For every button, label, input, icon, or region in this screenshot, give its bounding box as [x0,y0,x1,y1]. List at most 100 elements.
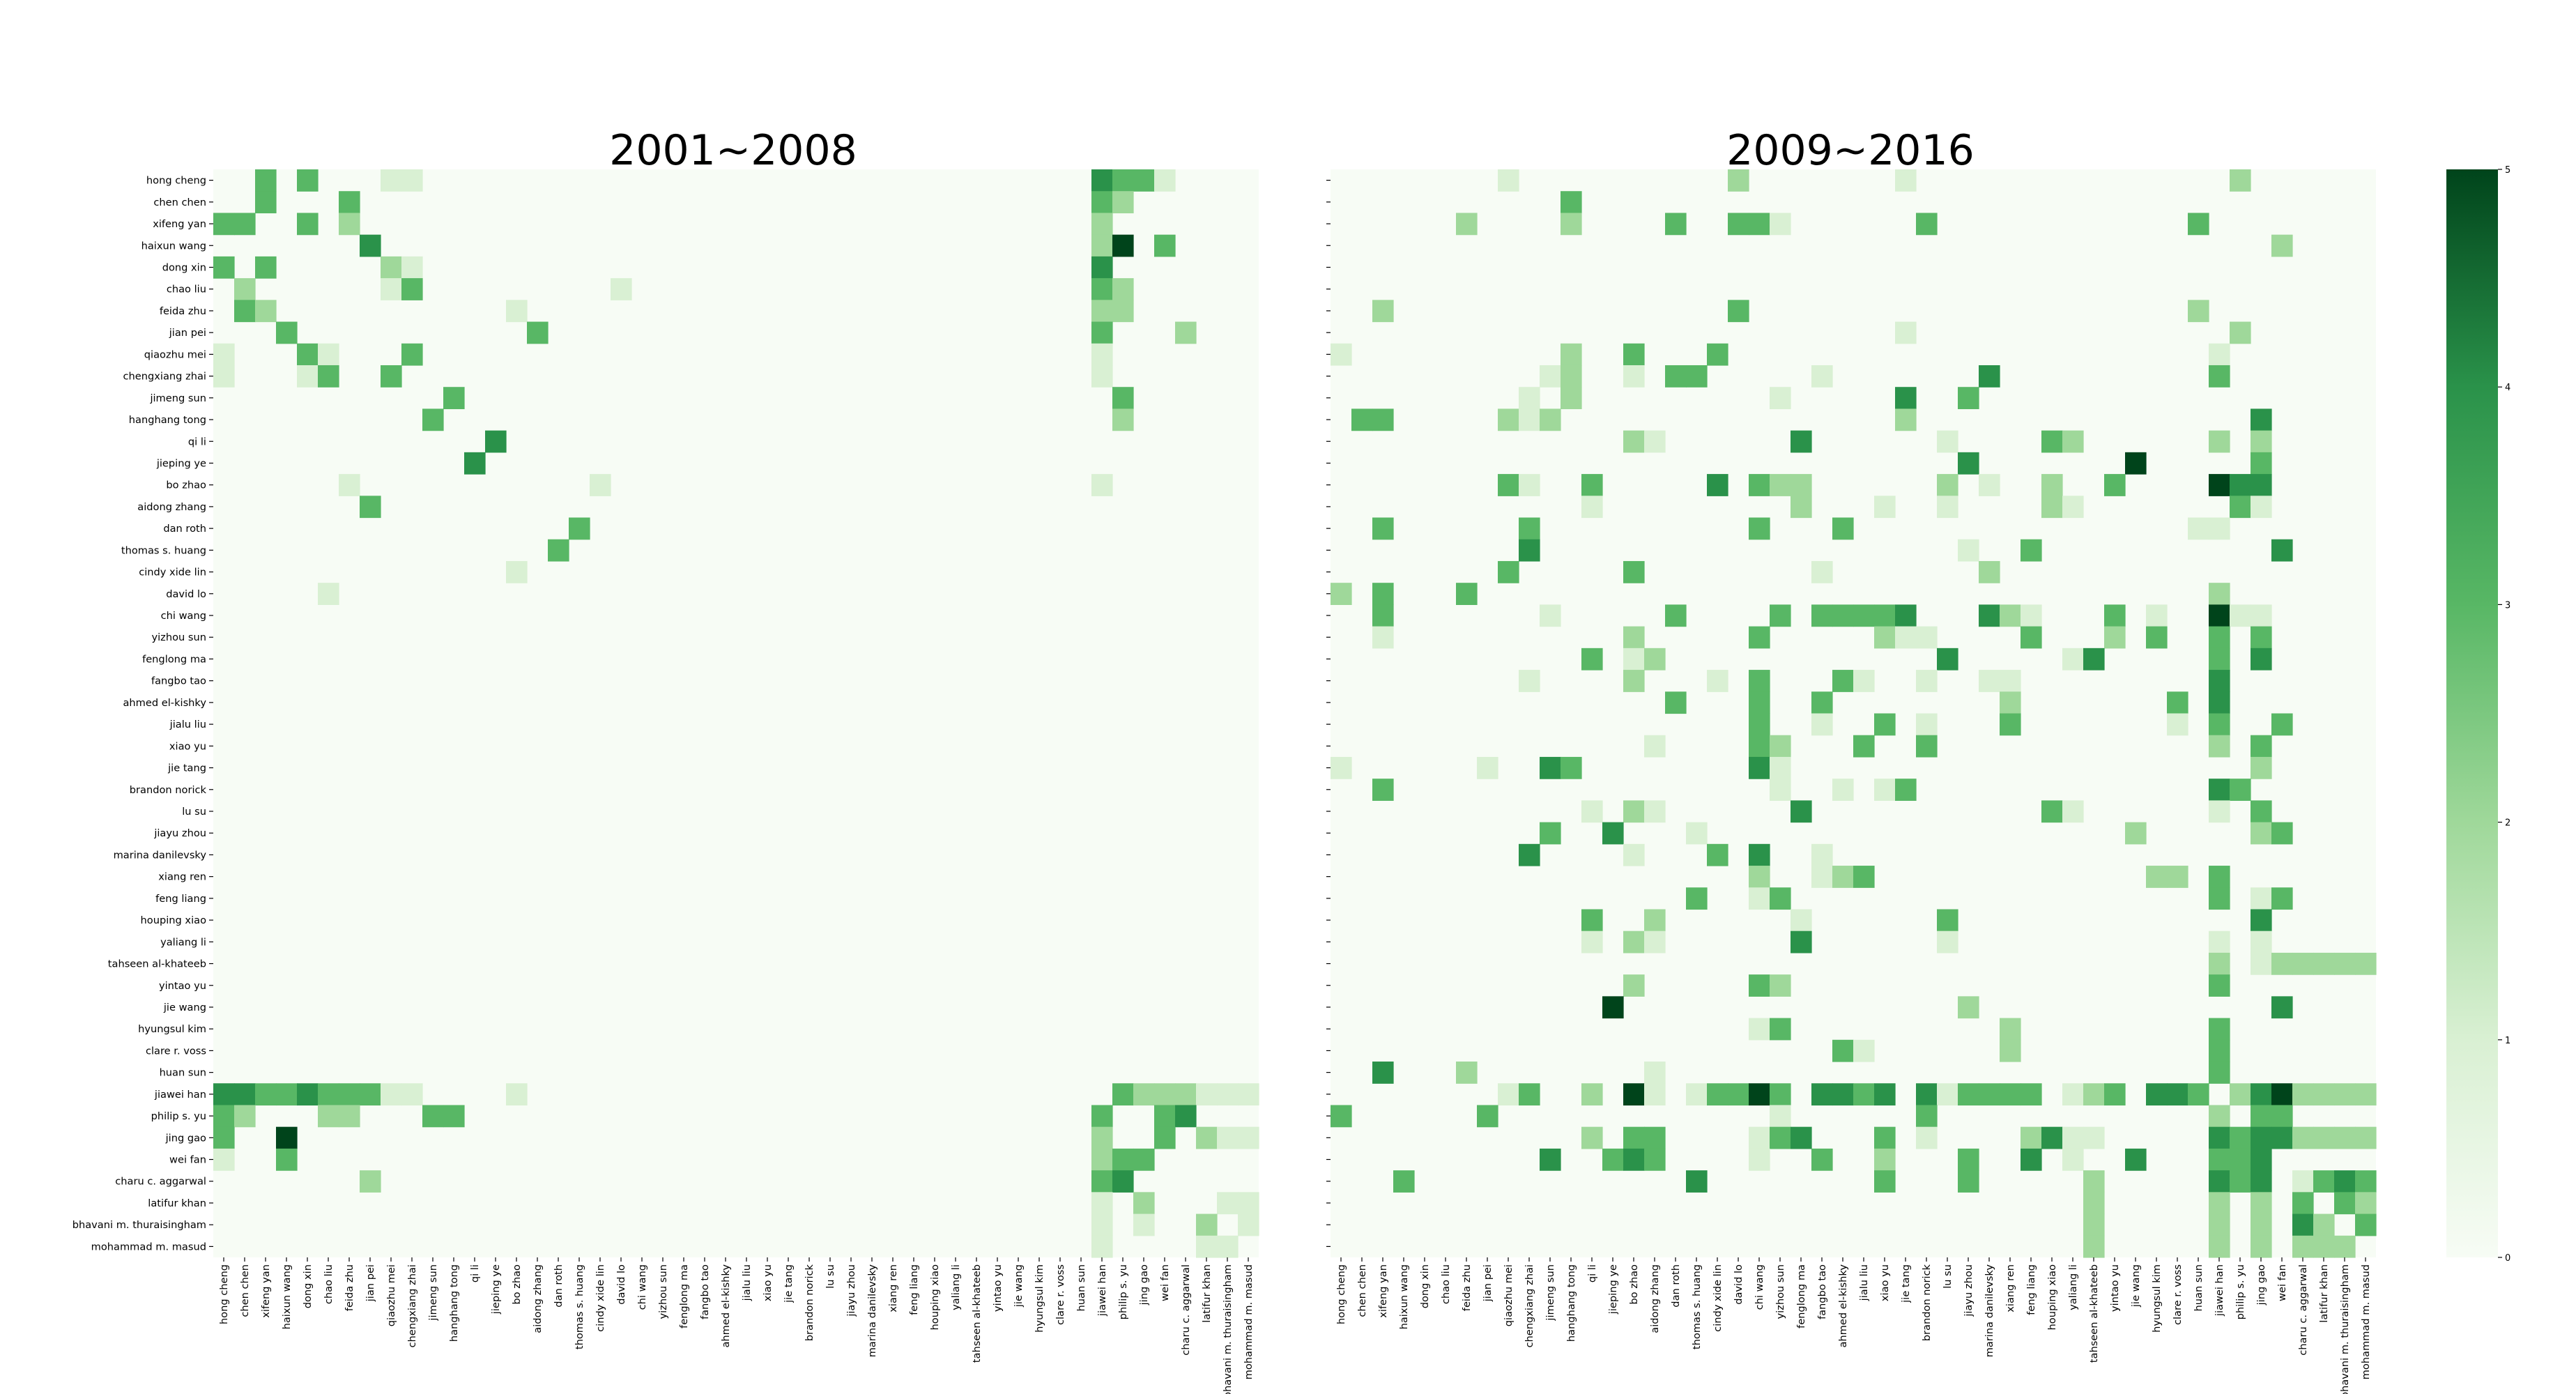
heatmap-cell [506,560,528,583]
heatmap-cell [1091,321,1113,344]
heatmap-cell [2209,430,2230,453]
heatmap-cell [1623,843,1645,866]
column-label: xifeng yan [1377,1264,1389,1318]
heatmap-cell [1707,474,1728,496]
heatmap-cell [1770,474,1791,496]
column-label: yintao yu [2109,1264,2121,1312]
row-label: hanghang tong [129,414,206,426]
heatmap-cell [2292,1083,2314,1106]
row-label: charu c. aggarwal [115,1176,206,1188]
heatmap-cell [1937,496,1958,519]
heatmap-cell [318,365,339,388]
column-label: bhavani m. thuraisingham [2339,1264,2351,1394]
heatmap-cell [1091,1213,1113,1236]
heatmap-cell [1372,779,1394,801]
heatmap-cell [1602,996,1624,1019]
heatmap-cell [1749,843,1770,866]
heatmap-cell [2251,735,2272,758]
row-label: marina danilevsky [114,849,207,861]
heatmap-cell [2251,452,2272,475]
heatmap-cell [1623,365,1645,388]
heatmap-cell [1372,517,1394,540]
heatmap-cell [2251,1105,2272,1128]
heatmap-cell [2062,800,2084,823]
heatmap-cell [2209,713,2230,736]
heatmap-cell [1196,1235,1218,1258]
heatmap-cell [1372,1062,1394,1084]
heatmap-cell [2209,648,2230,671]
heatmap-cell [611,278,632,300]
heatmap-cell [2209,343,2230,366]
heatmap-cell [2021,1083,2042,1106]
heatmap-cell [1498,169,1519,192]
heatmap-cell [2292,952,2314,975]
heatmap-cell [1770,735,1791,758]
heatmap-cell [339,1105,360,1128]
heatmap-cell [297,169,319,192]
heatmap-cell [234,213,256,236]
heatmap-cell [1937,648,1958,671]
heatmap-cell [381,256,402,279]
heatmap-cell [297,1083,319,1106]
heatmap-cell [1498,1083,1519,1106]
heatmap-cell [1393,1170,1415,1193]
heatmap-cell [2251,1170,2272,1193]
heatmap-cell [2355,1126,2377,1149]
heatmap-cell [1874,626,1896,649]
heatmap-cell [1091,191,1113,214]
column-labels-2001-2008: hong cheng chen chen xifeng yan haixun wang… [218,1257,1255,1394]
heatmap-cell [2104,1083,2126,1106]
heatmap-cell [1958,1148,1979,1171]
heatmap-cell [2209,583,2230,605]
heatmap-cell [1498,408,1519,431]
heatmap-cell [1112,169,1134,192]
column-label: bhavani m. thuraisingham [1222,1264,1234,1394]
heatmap-cell [1644,735,1666,758]
column-label: hong cheng [1335,1264,1347,1324]
heatmap-cell [1770,1105,1791,1128]
column-label: chen chen [239,1264,251,1317]
heatmap-cell [2230,604,2251,627]
heatmap-cell [1707,843,1728,866]
heatmap-cell [1238,1126,1259,1149]
column-label: lu su [1942,1264,1954,1289]
column-label: latifur khan [2318,1264,2330,1323]
row-label: philip s. yu [151,1110,206,1122]
heatmap-cell [1811,843,1833,866]
heatmap-cell [1091,213,1113,236]
column-label: thomas s. huang [574,1264,585,1349]
heatmap-cell [1581,474,1603,496]
heatmap-cell [1644,930,1666,953]
heatmap-cell [1331,756,1352,779]
column-label: dong xin [302,1264,314,1308]
heatmap-cell [1811,560,1833,583]
heatmap-cell [2083,648,2105,671]
heatmap-cell [1238,1192,1259,1215]
heatmap-cell [1581,1126,1603,1149]
heatmap-cell [2209,866,2230,888]
heatmap-cell [2209,1170,2230,1193]
row-label: xiang ren [158,871,206,883]
column-label: brandon norick [804,1264,815,1341]
heatmap-cell [1112,1170,1134,1193]
heatmap-cell [1791,474,1812,496]
heatmap-cell [1540,756,1561,779]
row-label: feng liang [155,893,206,905]
heatmap-title-2001-2008: 2001~2008 [609,126,857,175]
heatmap-cell [2209,604,2230,627]
row-label: lu su [182,806,206,818]
heatmap-cell [2041,800,2063,823]
heatmap-cell [2251,887,2272,910]
column-label: marina danilevsky [866,1264,878,1358]
heatmap-cell [1665,213,1687,236]
column-label: huan sun [1075,1264,1087,1311]
column-label: charu c. aggarwal [1180,1264,1192,1356]
heatmap-cell [255,256,277,279]
heatmap-cell [2021,1148,2042,1171]
heatmap-cell [1874,1083,1896,1106]
row-label: wei fan [169,1154,206,1166]
column-label: jie wang [1013,1264,1025,1308]
row-label: chengxiang zhai [123,371,206,383]
